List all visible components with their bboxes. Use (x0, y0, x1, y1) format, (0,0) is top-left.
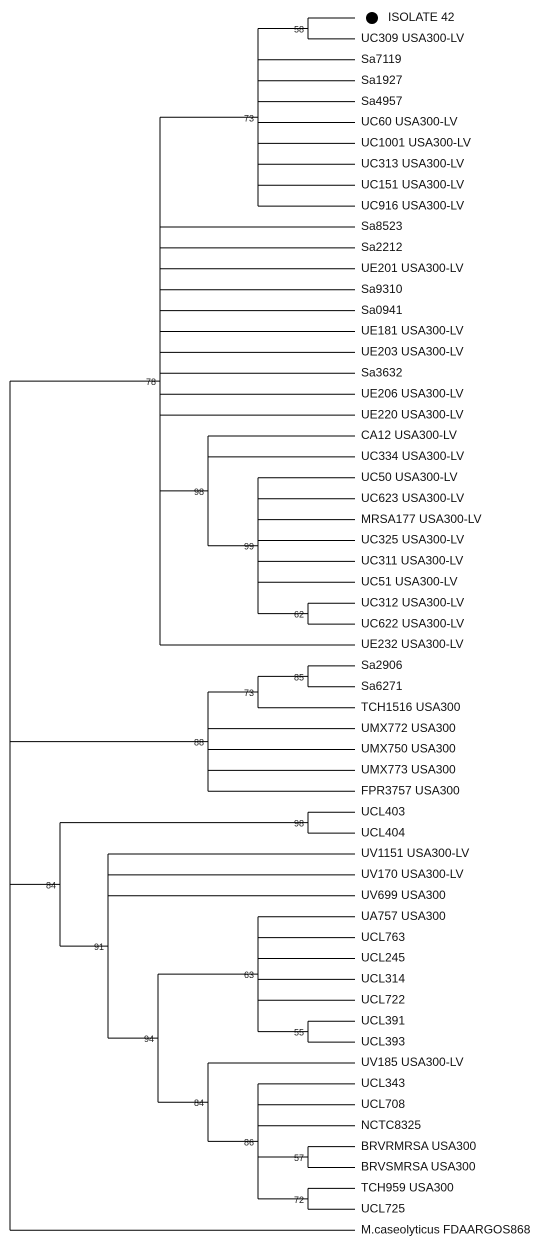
leaf-label: MRSA177 USA300-LV (361, 512, 482, 526)
leaf-label: UCL404 (361, 825, 405, 839)
leaf-label: UC311 USA300-LV (361, 554, 463, 568)
leaf-label: UCL722 (361, 992, 405, 1006)
bootstrap-value: 88 (194, 738, 204, 748)
leaf-label: UE181 USA300-LV (361, 324, 464, 338)
leaf-label: CA12 USA300-LV (361, 428, 457, 442)
bootstrap-value: 73 (244, 113, 254, 123)
leaf-label: UC623 USA300-LV (361, 491, 464, 505)
bootstrap-value: 78 (146, 377, 156, 387)
leaf-label: UC916 USA300-LV (361, 198, 464, 212)
leaf-label: Sa1927 (361, 73, 403, 87)
leaf-label: Sa0941 (361, 303, 403, 317)
bootstrap-value: 86 (244, 1137, 254, 1147)
bootstrap-value: 98 (294, 819, 304, 829)
leaf-label: UC334 USA300-LV (361, 449, 464, 463)
leaf-label: UMX773 USA300 (361, 763, 456, 777)
leaf-label: UA757 USA300 (361, 909, 446, 923)
bootstrap-value: 98 (194, 487, 204, 497)
leaf-label: UMX772 USA300 (361, 721, 456, 735)
leaf-label: UC309 USA300-LV (361, 31, 464, 45)
bootstrap-value: 94 (144, 1034, 154, 1044)
bootstrap-value: 84 (46, 880, 56, 890)
leaf-label: UC312 USA300-LV (361, 595, 464, 609)
leaf-label: TCH1516 USA300 (361, 700, 461, 714)
bootstrap-value: 62 (294, 610, 304, 620)
isolate-marker (366, 12, 378, 24)
bootstrap-value: 73 (244, 688, 254, 698)
leaf-label: UC313 USA300-LV (361, 156, 464, 170)
leaf-label: UCL245 (361, 951, 405, 965)
leaf-label: UC151 USA300-LV (361, 177, 464, 191)
leaf-label: M.caseolyticus FDAARGOS868 (361, 1222, 531, 1236)
bootstrap-value: 91 (94, 942, 104, 952)
leaf-label: UV185 USA300-LV (361, 1055, 464, 1069)
bootstrap-value: 57 (294, 1153, 304, 1163)
bootstrap-value: 85 (294, 672, 304, 682)
leaf-label: UCL314 (361, 972, 405, 986)
leaf-label: UE220 USA300-LV (361, 407, 464, 421)
leaf-label: Sa4957 (361, 94, 403, 108)
leaf-label: UCL725 (361, 1201, 405, 1215)
leaf-label: Sa6271 (361, 679, 403, 693)
leaf-label: UE203 USA300-LV (361, 345, 464, 359)
leaf-label: TCH959 USA300 (361, 1181, 454, 1195)
leaf-label: FPR3757 USA300 (361, 783, 460, 797)
bootstrap-value: 84 (194, 1098, 204, 1108)
leaf-label: UV699 USA300 (361, 888, 446, 902)
leaf-label: BRVRMRSA USA300 (361, 1139, 476, 1153)
leaf-label: UCL391 (361, 1013, 405, 1027)
leaf-label: UC325 USA300-LV (361, 533, 464, 547)
leaf-label: UC1001 USA300-LV (361, 136, 471, 150)
bootstrap-value: 99 (244, 542, 254, 552)
leaf-label: UV170 USA300-LV (361, 867, 464, 881)
leaf-label: UCL763 (361, 930, 405, 944)
bootstrap-value: 63 (244, 970, 254, 980)
bootstrap-value: 58 (294, 24, 304, 34)
bootstrap-value: 72 (294, 1195, 304, 1205)
leaf-label: UV1151 USA300-LV (361, 846, 469, 860)
leaf-label: UE206 USA300-LV (361, 386, 464, 400)
leaf-label: Sa8523 (361, 219, 403, 233)
leaf-label: Sa9310 (361, 282, 403, 296)
leaf-label: UC622 USA300-LV (361, 616, 464, 630)
leaf-label: ISOLATE 42 (388, 10, 455, 24)
leaf-label: Sa7119 (361, 52, 402, 66)
leaf-label: UCL403 (361, 804, 405, 818)
leaf-label: UC50 USA300-LV (361, 470, 458, 484)
leaf-label: Sa2212 (361, 240, 403, 254)
leaf-label: UCL708 (361, 1097, 405, 1111)
leaf-label: UE232 USA300-LV (361, 637, 464, 651)
leaf-label: UC51 USA300-LV (361, 574, 458, 588)
bootstrap-value: 55 (294, 1028, 304, 1038)
leaf-label: NCTC8325 (361, 1118, 421, 1132)
leaf-label: UCL393 (361, 1034, 405, 1048)
leaf-label: UMX750 USA300 (361, 742, 456, 756)
leaf-label: BRVSMRSA USA300 (361, 1160, 476, 1174)
leaf-label: UCL343 (361, 1076, 405, 1090)
leaf-label: UC60 USA300-LV (361, 115, 458, 129)
leaf-label: Sa3632 (361, 365, 403, 379)
leaf-label: UE201 USA300-LV (361, 261, 464, 275)
leaf-label: Sa2906 (361, 658, 403, 672)
